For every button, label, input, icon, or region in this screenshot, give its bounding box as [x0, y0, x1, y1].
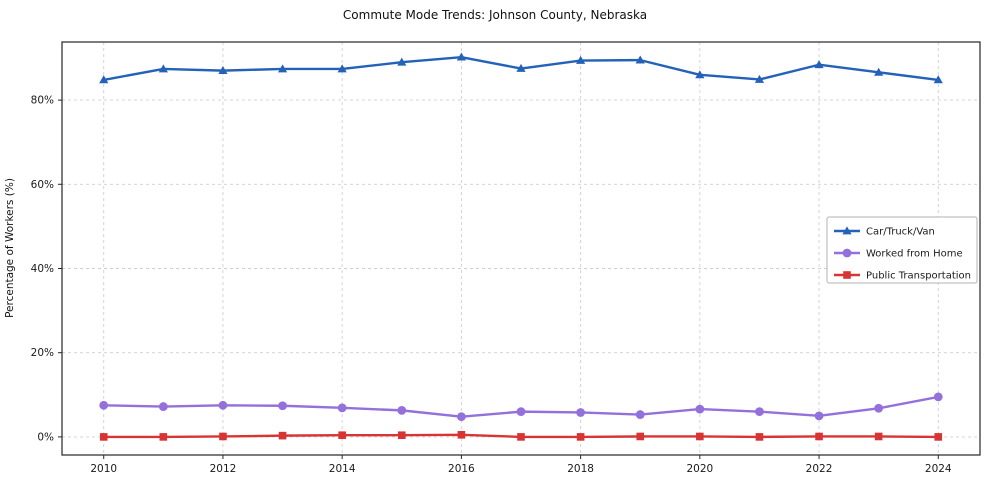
legend: Car/Truck/Van Worked from Home Public Tran…	[826, 216, 978, 284]
circle-marker-icon	[99, 400, 109, 410]
y-tick-label: 80%	[31, 95, 54, 107]
circle-marker-icon	[158, 402, 168, 411]
square-marker-icon	[278, 431, 287, 440]
square-marker-icon	[815, 432, 823, 441]
circle-marker-icon	[842, 248, 852, 258]
y-axis-label: Percentage of Workers (%)	[4, 178, 16, 318]
triangle-marker-icon	[635, 55, 645, 64]
triangle-marker-icon	[158, 64, 168, 73]
circle-marker-icon	[337, 403, 347, 413]
triangle-marker-icon	[516, 63, 526, 72]
x-tick-label: 2020	[686, 463, 713, 475]
square-marker-icon	[397, 431, 406, 440]
circle-marker-icon	[278, 401, 287, 411]
x-tick-label: 2022	[806, 463, 833, 475]
circle-marker-icon	[218, 400, 228, 410]
y-tick-label: 0%	[37, 431, 54, 443]
circle-marker-icon	[695, 404, 705, 414]
square-marker-icon	[99, 433, 108, 441]
series-public-transportation	[99, 430, 943, 441]
x-tick-label: 2014	[329, 463, 356, 475]
square-marker-icon	[219, 432, 227, 441]
legend-label: Public Transportation	[866, 271, 971, 282]
triangle-marker-icon	[874, 67, 884, 76]
square-marker-icon	[159, 433, 168, 441]
x-tick-label: 2012	[210, 463, 237, 475]
circle-marker-icon	[397, 405, 407, 415]
circle-marker-icon	[516, 407, 526, 417]
square-marker-icon	[338, 431, 346, 440]
square-marker-icon	[696, 432, 704, 441]
y-tick-label: 60%	[31, 179, 54, 191]
axes: 2010 2012 2014 2016 2018 2020 2022 2024 0% 20% 40%…	[31, 95, 952, 475]
circle-marker-icon	[576, 408, 586, 417]
triangle-marker-icon	[933, 75, 943, 84]
y-tick-label: 40%	[31, 263, 54, 275]
legend-label: Worked from Home	[866, 249, 963, 260]
circle-marker-icon	[814, 411, 824, 421]
triangle-marker-icon	[576, 55, 586, 64]
x-tick-label: 2018	[567, 463, 594, 475]
legend-label: Car/Truck/Van	[866, 227, 935, 238]
triangle-marker-icon	[277, 64, 288, 73]
triangle-marker-icon	[337, 64, 347, 73]
legend-item: Worked from Home	[834, 249, 963, 260]
plot-border	[61, 41, 981, 456]
square-marker-icon	[576, 433, 585, 441]
legend-box	[826, 216, 978, 284]
chart-title: Commute Mode Trends: Johnson County, Neb…	[343, 8, 647, 22]
triangle-marker-icon	[99, 75, 109, 84]
triangle-marker-icon	[397, 57, 407, 66]
square-marker-icon	[517, 433, 525, 441]
legend-item: Public Transportation	[834, 271, 971, 282]
square-marker-icon	[934, 433, 943, 441]
legend-item: Car/Truck/Van	[834, 226, 935, 238]
series-car-truck-van	[99, 52, 943, 84]
circle-marker-icon	[874, 403, 884, 413]
triangle-marker-icon	[842, 226, 852, 235]
circle-marker-icon	[933, 392, 943, 402]
circle-marker-icon	[635, 410, 645, 419]
triangle-marker-icon	[695, 70, 705, 79]
square-marker-icon	[843, 271, 851, 279]
x-tick-label: 2016	[448, 463, 475, 475]
circle-marker-icon	[755, 407, 764, 417]
x-tick-label: 2010	[90, 463, 117, 475]
square-marker-icon	[755, 433, 764, 441]
x-tick-label: 2024	[925, 463, 952, 475]
circle-marker-icon	[456, 412, 466, 422]
triangle-marker-icon	[218, 66, 228, 75]
triangle-marker-icon	[754, 74, 765, 83]
square-marker-icon	[874, 432, 883, 441]
triangle-marker-icon	[814, 60, 824, 69]
triangle-marker-icon	[456, 52, 466, 61]
square-marker-icon	[457, 430, 466, 439]
series-worked-from-home	[99, 392, 943, 422]
square-marker-icon	[636, 432, 645, 441]
y-tick-label: 20%	[31, 347, 54, 359]
